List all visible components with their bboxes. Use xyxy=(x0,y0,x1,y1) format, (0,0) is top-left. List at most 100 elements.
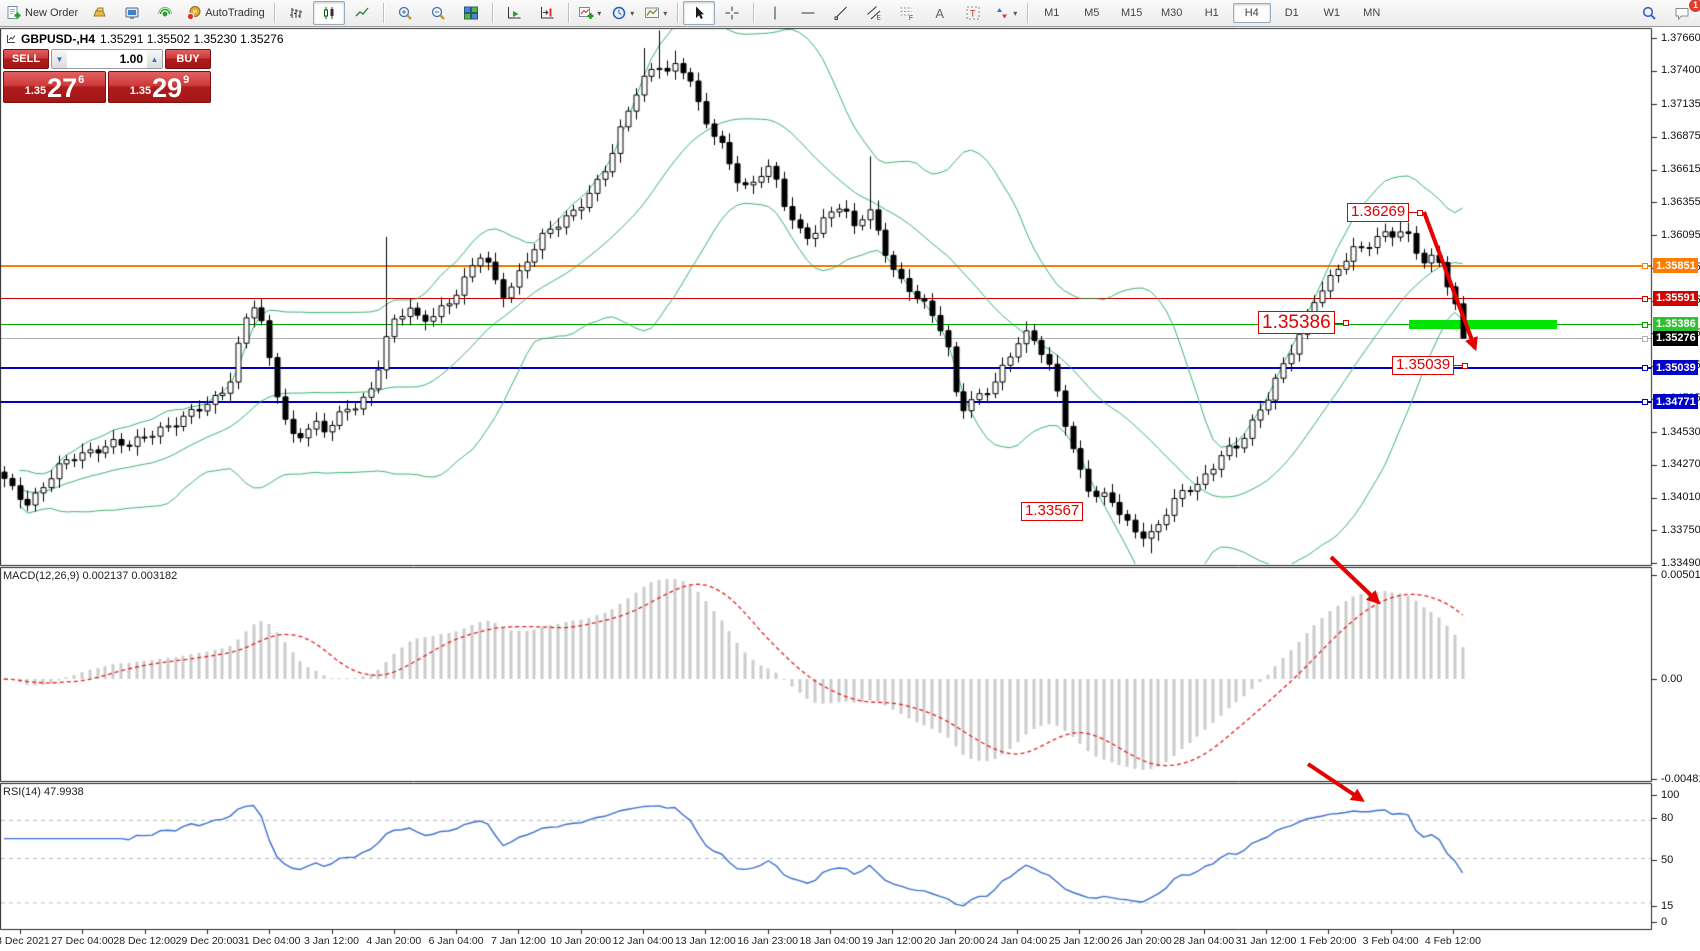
periods-button[interactable]: ▾ xyxy=(607,1,639,25)
search-button[interactable] xyxy=(1633,1,1665,25)
templates-button[interactable]: ▾ xyxy=(640,1,672,25)
chat-button[interactable]: 1 xyxy=(1666,0,1700,25)
sell-price-main: 1.35 xyxy=(24,85,47,97)
toolbar-separator xyxy=(752,3,754,23)
text-label-tool-button[interactable]: T xyxy=(957,1,989,25)
svg-text:F: F xyxy=(909,15,913,21)
equidistant-channel-icon: E xyxy=(866,6,881,22)
rsi-label: RSI(14) 47.9938 xyxy=(3,786,84,798)
new-order-label: New Order xyxy=(25,7,79,19)
clock-icon xyxy=(612,6,626,20)
zoom-in-button[interactable] xyxy=(389,1,421,25)
volume-increase-button[interactable]: ▲ xyxy=(147,50,162,68)
volume-decrease-button[interactable]: ▼ xyxy=(52,50,67,68)
signals-button[interactable] xyxy=(149,1,181,25)
bar-chart-icon xyxy=(289,8,302,18)
timeframe-M30[interactable]: M30 xyxy=(1161,7,1183,19)
indicators-icon xyxy=(579,7,594,19)
toolbar-separator xyxy=(567,3,569,23)
arrows-tool-icon xyxy=(997,8,1008,19)
symbol-header: GBPUSD-,H4 1.35291 1.35502 1.35230 1.352… xyxy=(6,32,284,46)
tile-windows-button[interactable] xyxy=(455,1,487,25)
cursor-icon xyxy=(695,6,704,19)
timeframe-MN[interactable]: MN xyxy=(1363,7,1381,19)
timeframe-group: M1 M5 M15 M30 H1 H4 D1 W1 MN xyxy=(1033,3,1391,23)
new-order-icon xyxy=(7,6,21,19)
zoom-in-icon xyxy=(398,6,412,20)
trendline-tool-button[interactable] xyxy=(825,1,857,25)
crosshair-icon xyxy=(725,6,739,20)
text-tool-button[interactable]: A xyxy=(924,1,956,25)
new-order-button[interactable]: New Order xyxy=(2,1,82,25)
chart-window-icon xyxy=(7,35,16,43)
toolbar-separator xyxy=(1026,3,1028,23)
crosshair-tool-button[interactable] xyxy=(716,1,748,25)
search-icon xyxy=(1642,6,1656,20)
chevron-down-icon: ▾ xyxy=(1013,8,1018,18)
indicators-button[interactable]: ▾ xyxy=(574,1,606,25)
funds-button[interactable] xyxy=(83,1,115,25)
chevron-down-icon: ▾ xyxy=(663,8,668,18)
autotrading-button[interactable]: AutoTrading xyxy=(182,1,269,25)
chat-unread-badge: 1 xyxy=(1688,0,1700,13)
timeframe-W1[interactable]: W1 xyxy=(1323,7,1340,19)
buy-price-point: 9 xyxy=(183,74,190,86)
text-tool-label: A xyxy=(935,5,945,21)
gold-bar-icon xyxy=(93,7,106,17)
auto-scroll-button[interactable] xyxy=(498,1,530,25)
zoom-out-icon xyxy=(431,6,445,20)
tile-windows-icon xyxy=(463,6,478,20)
autotrading-label: AutoTrading xyxy=(205,7,265,19)
chevron-down-icon: ▾ xyxy=(630,8,635,18)
timeframe-H4[interactable]: H4 xyxy=(1232,3,1271,23)
horizontal-line-tool-button[interactable] xyxy=(792,1,824,25)
buy-price-pips: 29 xyxy=(152,73,183,104)
chart-shift-button[interactable] xyxy=(531,1,563,25)
terminal-button[interactable] xyxy=(116,1,148,25)
arrows-tool-button[interactable]: ▾ xyxy=(990,1,1022,25)
buy-button[interactable]: BUY xyxy=(165,49,211,69)
timeframe-M5[interactable]: M5 xyxy=(1084,7,1100,19)
fibonacci-tool-button[interactable]: F xyxy=(891,1,923,25)
channel-tool-button[interactable]: E xyxy=(858,1,890,25)
autotrading-icon xyxy=(186,6,201,21)
timeframe-D1[interactable]: D1 xyxy=(1284,7,1299,19)
chart-shift-icon xyxy=(540,7,554,19)
volume-value[interactable]: 1.00 xyxy=(119,52,143,66)
chat-bubble-icon xyxy=(1675,8,1689,21)
sell-price-box[interactable]: 1.35 27 6 xyxy=(3,71,106,103)
zoom-out-button[interactable] xyxy=(422,1,454,25)
candlestick-chart-button[interactable] xyxy=(312,1,345,25)
candlestick-chart-icon xyxy=(323,7,334,19)
buy-price-main: 1.35 xyxy=(129,85,152,97)
vertical-line-tool-button[interactable] xyxy=(759,1,791,25)
chevron-down-icon: ▾ xyxy=(597,8,602,18)
svg-text:T: T xyxy=(970,9,976,19)
timeframe-H1[interactable]: H1 xyxy=(1204,7,1219,19)
template-icon xyxy=(645,7,660,18)
one-click-trading-panel: SELL ▼ 1.00 ▲ BUY 1.35 27 6 1.35 29 9 xyxy=(3,49,211,103)
sell-price-point: 6 xyxy=(78,74,85,86)
bar-chart-button[interactable] xyxy=(280,1,312,25)
symbol-timeframe: GBPUSD-,H4 xyxy=(21,32,96,46)
svg-text:E: E xyxy=(876,15,881,22)
ohlc-values: 1.35291 1.35502 1.35230 1.35276 xyxy=(100,32,284,46)
timeframe-M1[interactable]: M1 xyxy=(1044,7,1060,19)
sell-price-pips: 27 xyxy=(47,73,78,104)
horizontal-line-icon xyxy=(801,12,815,14)
toolbar-separator xyxy=(273,3,275,23)
signals-icon xyxy=(158,6,173,17)
auto-scroll-icon xyxy=(507,7,521,19)
vertical-line-icon xyxy=(774,6,776,20)
text-label-icon: T xyxy=(966,6,980,20)
sell-button[interactable]: SELL xyxy=(3,49,49,69)
cursor-tool-button[interactable] xyxy=(682,1,715,25)
buy-price-box[interactable]: 1.35 29 9 xyxy=(108,71,211,103)
timeframe-M15[interactable]: M15 xyxy=(1121,7,1143,19)
trendline-icon xyxy=(834,6,847,20)
terminal-icon xyxy=(125,7,139,19)
toolbar-separator xyxy=(676,3,678,23)
line-chart-button[interactable] xyxy=(346,1,378,25)
fibonacci-icon: F xyxy=(900,7,913,21)
